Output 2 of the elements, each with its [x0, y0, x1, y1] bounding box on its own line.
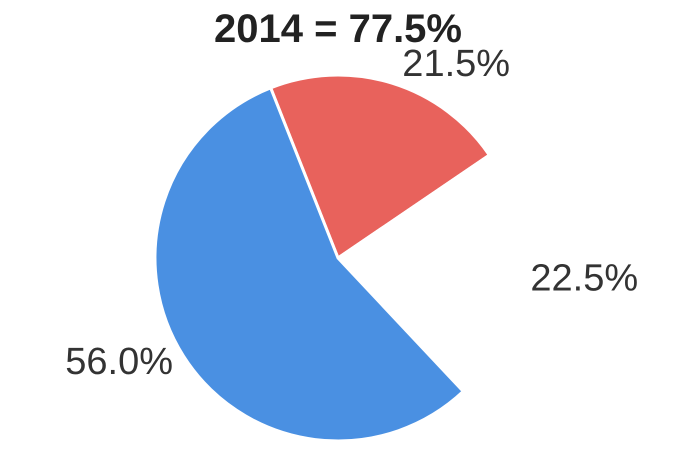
data-label: 56.0% — [65, 341, 173, 384]
data-label: 22.5% — [530, 257, 638, 300]
